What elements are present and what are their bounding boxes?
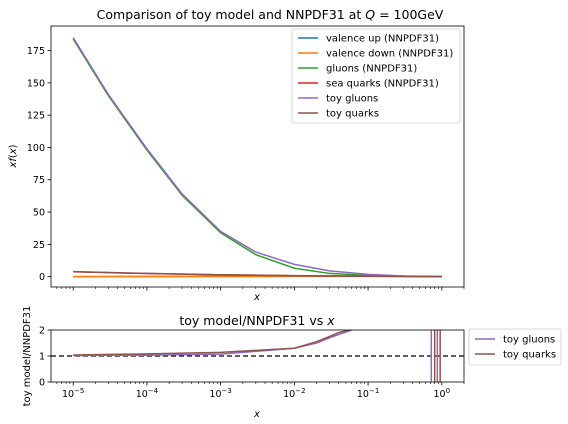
ratio-legend: toy gluons toy quarks	[468, 328, 562, 366]
main-y-tick-label: 125	[27, 111, 45, 122]
ratio-line-toy-gluons	[73, 330, 352, 357]
main-legend: valence up (NNPDF31) valence down (NNPDF3…	[291, 28, 461, 124]
main-y-tick-label: 0	[39, 272, 45, 283]
ratio-legend-entry: toy gluons	[503, 335, 555, 346]
main-legend-entry: gluons (NNPDF31)	[326, 64, 417, 75]
main-legend-entry: toy gluons	[326, 94, 378, 105]
main-legend-entry: toy quarks	[326, 109, 379, 120]
ratio-y-axis-label: toy model/NNPDF31	[22, 306, 33, 407]
main-y-tick-label: 50	[33, 207, 45, 218]
ratio-x-tick-label: 10−3	[209, 387, 231, 400]
main-legend-entry: valence down (NNPDF31)	[326, 49, 453, 60]
ratio-chart-title: toy model/NNPDF31 vs x	[179, 313, 335, 328]
main-y-tick-label: 150	[27, 78, 45, 89]
main-y-tick-label: 25	[33, 240, 45, 251]
ratio-chart: toy model/NNPDF31 vs x 012 10−5 10−4 10−3 1…	[22, 306, 562, 420]
main-plot-frame	[50, 25, 465, 288]
ratio-series-lines	[51, 330, 464, 382]
main-legend-box	[291, 28, 461, 124]
ratio-y-tick-label: 1	[39, 351, 45, 362]
main-y-axis-label: xf(x)	[8, 144, 19, 168]
ratio-x-tick-label: 10−5	[62, 387, 84, 400]
ratio-y-tick-label: 0	[39, 377, 45, 388]
ratio-x-tick-label: 10−2	[283, 387, 305, 400]
main-legend-entry: valence up (NNPDF31)	[326, 34, 439, 45]
main-y-tick-label: 175	[27, 46, 45, 57]
main-series-lines	[72, 37, 442, 278]
main-chart: Comparison of toy model and NNPDF31 at Q…	[8, 7, 465, 303]
main-line-toy-quarks	[73, 270, 442, 278]
ratio-line-toy-quarks	[73, 330, 350, 356]
main-y-tick-label: 75	[33, 175, 45, 186]
main-line-toy-gluons	[72, 37, 442, 278]
ratio-legend-box	[468, 328, 562, 366]
ratio-x-tick-label: 10−1	[357, 387, 379, 400]
ratio-plot-frame	[50, 329, 465, 383]
main-y-tick-label: 100	[27, 143, 45, 154]
main-x-axis-label: x	[253, 292, 260, 303]
main-chart-title: Comparison of toy model and NNPDF31 at Q…	[97, 7, 444, 22]
ratio-x-axis-label: x	[253, 409, 260, 420]
ratio-legend-entry: toy quarks	[503, 350, 556, 361]
main-x-ticks	[56, 287, 465, 291]
ratio-x-tick-label: 100	[434, 387, 451, 400]
main-legend-entry: sea quarks (NNPDF31)	[326, 79, 439, 90]
ratio-x-tick-label: 10−4	[136, 387, 159, 400]
ratio-x-ticks: 10−5 10−4 10−3 10−2 10−1 100	[56, 382, 465, 400]
main-y-ticks: 0 25 50 75 100 125 150 175	[27, 46, 51, 283]
ratio-y-ticks: 0 1 2	[39, 325, 51, 388]
ratio-y-tick-label: 2	[39, 325, 45, 336]
